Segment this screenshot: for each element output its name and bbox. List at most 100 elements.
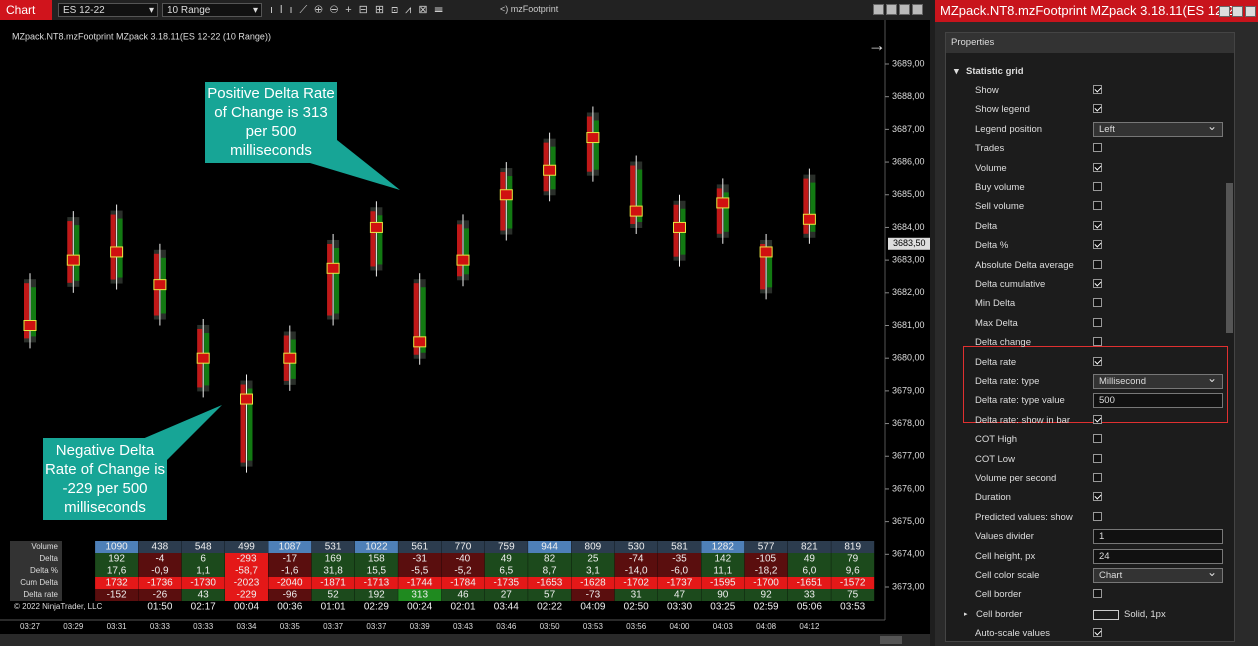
property-row[interactable]: Show [946,81,1234,100]
select[interactable]: Chart [1093,566,1223,583]
period-select[interactable]: 10 Range [162,3,262,18]
stat-value: 27 [501,590,513,601]
property-grid: Properties ▾ Statistic grid Show Show lege… [945,32,1235,642]
checkbox[interactable] [1093,259,1102,269]
property-label: Cell color scale [975,570,1040,581]
scroll-thumb[interactable] [880,636,902,644]
window-button[interactable] [873,4,884,15]
checkbox[interactable] [1093,279,1102,288]
text-input[interactable]: 1 [1093,529,1223,545]
checkbox[interactable] [1093,143,1102,153]
property-row[interactable]: Trades [946,139,1234,158]
property-row[interactable]: Max Delta [946,314,1234,333]
property-row[interactable]: Delta change [946,333,1234,352]
property-row[interactable]: COT Low [946,450,1234,469]
property-row[interactable]: Auto-scale values [946,624,1234,643]
property-row[interactable]: Delta % [946,236,1234,255]
window-title: MZpack.NT8.mzFootprint MZpack 3.18.11(ES… [935,0,1258,22]
checkbox[interactable] [1093,104,1102,114]
stat-value: -0,9 [151,566,169,577]
property-row[interactable]: Cell color scale Chart [946,566,1234,585]
property-row[interactable]: Cell height, px 24 [946,547,1234,566]
property-row[interactable]: Volume [946,159,1234,178]
property-label: Predicted values: show [975,511,1073,523]
window-button[interactable] [886,4,897,15]
checkbox[interactable] [1093,85,1102,94]
property-row[interactable]: Cell border ▸ Solid, 1px [946,605,1234,624]
stat-value: -1784 [450,578,476,589]
checkbox[interactable] [1093,453,1102,463]
property-row[interactable]: Min Delta [946,294,1234,313]
stat-cell [787,601,831,613]
property-row[interactable]: COT High [946,430,1234,449]
indicator-label[interactable]: <) mzFootprint [500,4,558,14]
stat-value: -1744 [407,578,433,589]
chart-tab[interactable]: Chart [0,0,52,20]
stat-cell [484,589,528,601]
checkbox[interactable] [1093,337,1102,347]
property-row[interactable]: Delta rate [946,353,1234,372]
checkbox[interactable] [1093,628,1102,638]
bar-buy [593,120,599,170]
scrollbar[interactable] [0,634,930,646]
property-row[interactable]: Delta rate: type value 500 [946,391,1234,410]
property-row[interactable]: Absolute Delta average [946,256,1234,275]
checkbox[interactable] [1093,182,1102,191]
property-row[interactable]: Show legend [946,100,1234,119]
checkbox[interactable] [1093,317,1102,327]
checkbox[interactable] [1093,589,1102,599]
stat-cell [614,589,658,601]
property-row[interactable]: Legend position Left [946,120,1234,139]
property-row[interactable]: Volume per second [946,469,1234,488]
checkbox[interactable] [1093,356,1102,366]
section-header[interactable]: ▾ Statistic grid [946,62,1234,81]
stat-value: -229 [236,590,256,601]
poc-box [543,164,557,176]
property-row[interactable]: Delta [946,217,1234,236]
close-button[interactable] [912,4,923,15]
checkbox[interactable] [1093,511,1102,521]
property-row[interactable]: Delta cumulative [946,275,1234,294]
scroll-thumb[interactable] [1226,183,1233,333]
stat-cell [787,553,831,565]
property-row[interactable]: Predicted values: show [946,508,1234,527]
checkbox[interactable] [1093,298,1102,308]
close-button[interactable] [1245,6,1256,17]
stat-value: -17 [283,554,298,565]
property-row[interactable]: Delta rate: show in bar [946,411,1234,430]
minimize-button[interactable] [899,4,910,15]
property-label: Duration [975,492,1011,504]
property-row[interactable]: Sell volume [946,197,1234,216]
instrument-select[interactable]: ES 12-22 [58,3,158,18]
checkbox[interactable] [1093,240,1102,250]
checkbox[interactable] [1093,434,1102,444]
arrow-icon[interactable]: → [868,35,886,55]
property-row[interactable]: Values divider 1 [946,527,1234,546]
property-row[interactable]: Buy volume [946,178,1234,197]
select[interactable]: Left [1093,120,1223,137]
checkbox[interactable] [1093,220,1102,230]
stat-cell [744,541,788,553]
select[interactable]: Millisecond [1093,372,1223,389]
stat-cell [95,577,139,589]
stat-value: 561 [411,542,428,553]
checkbox[interactable] [1093,492,1102,502]
checkbox[interactable] [1093,162,1102,172]
maximize-button[interactable] [1232,6,1243,17]
stat-cell [441,577,485,589]
price-label: 3673,00 [892,581,925,591]
stat-cell [831,553,875,565]
minimize-button[interactable] [1219,6,1230,17]
icon: <) [500,4,511,14]
property-row[interactable]: Cell border [946,585,1234,604]
toolbar-icons[interactable]: ılı⟋⊕⊖+⊟⊞⊡⩘⊠☰ [270,4,450,16]
text-input[interactable]: 24 [1093,548,1223,564]
property-row[interactable]: Duration [946,488,1234,507]
checkbox[interactable] [1093,473,1102,482]
text-input[interactable]: 500 [1093,393,1223,409]
checkbox[interactable] [1093,201,1102,211]
stat-cell [138,553,182,565]
checkbox[interactable] [1093,414,1102,424]
stat-value: 192 [368,590,385,601]
property-row[interactable]: Delta rate: type Millisecond [946,372,1234,391]
